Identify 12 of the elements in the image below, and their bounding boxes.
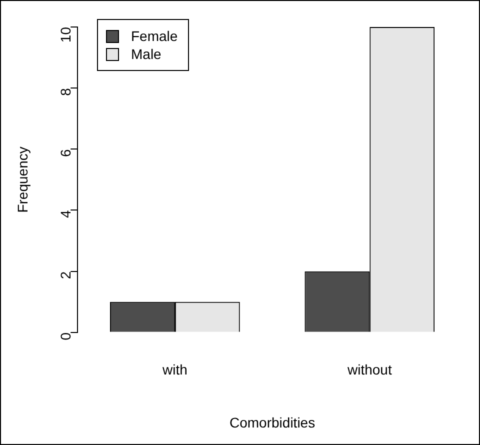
legend-label: Male <box>131 46 162 62</box>
y-tick-label: 4 <box>57 210 74 218</box>
y-tick-label: 0 <box>57 332 74 340</box>
x-tick-label: without <box>346 362 392 378</box>
y-tick-label: 8 <box>57 88 74 96</box>
legend-label: Female <box>131 28 178 44</box>
y-tick-label: 2 <box>57 271 74 280</box>
y-axis-title: Frequency <box>14 146 30 213</box>
y-tick-label: 6 <box>57 148 74 157</box>
x-tick-label: with <box>161 362 188 378</box>
y-tick-label: 10 <box>57 26 74 43</box>
x-axis-title: Comorbidities <box>230 414 316 430</box>
